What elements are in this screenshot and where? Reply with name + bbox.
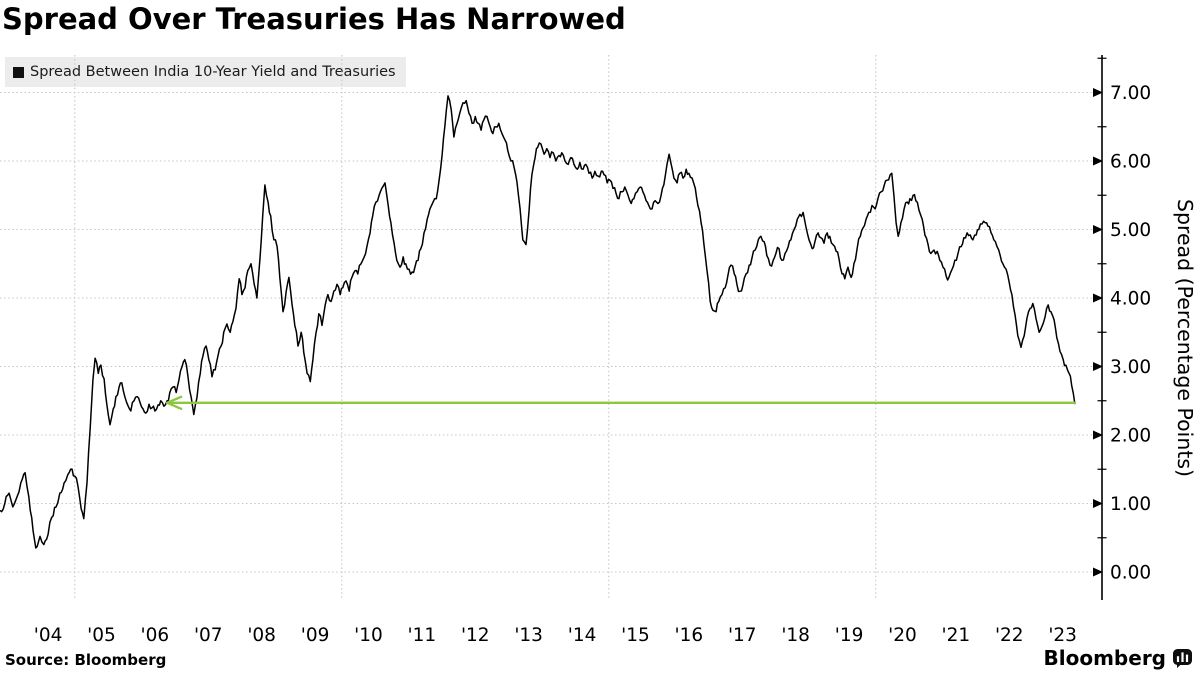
x-tick-label: '10 [354,625,383,646]
x-tick-label: '12 [461,625,490,646]
x-tick-label: '08 [247,625,276,646]
y-tick-label: 2.00 [1110,426,1151,447]
x-tick-label: '13 [514,625,543,646]
y-tick-label: 0.00 [1110,563,1151,584]
x-tick-label: '22 [995,625,1024,646]
y-tick-label: 3.00 [1110,357,1151,378]
x-tick-label: '05 [87,625,116,646]
bloomberg-wordmark: Bloomberg [1043,646,1166,670]
y-tick-label: 5.00 [1110,220,1151,241]
x-tick-label: '20 [888,625,917,646]
y-tick-label: 1.00 [1110,494,1151,515]
bloomberg-logo: Bloomberg [1044,646,1192,670]
y-tick-label: 4.00 [1110,289,1151,310]
source-note: Source: Bloomberg [5,651,167,669]
legend-swatch-icon [13,66,24,78]
y-tick-label: 7.00 [1110,83,1151,104]
legend-label: Spread Between India 10-Year Yield and T… [30,64,396,80]
trend-arrow [165,395,1077,411]
x-tick-label: '17 [728,625,757,646]
bloomberg-terminal-icon [1173,648,1192,668]
legend: Spread Between India 10-Year Yield and T… [5,57,406,87]
x-tick-label: '16 [675,625,704,646]
chart-title: Spread Over Treasuries Has Narrowed [2,2,626,36]
x-tick-labels: '04 '05 '06 '07 '08 '09 '10 '11 '12 '13 '14 '15 '16 '… [34,625,1077,646]
x-tick-label: '18 [781,625,810,646]
x-tick-label: '15 [621,625,650,646]
x-tick-label: '21 [942,625,971,646]
x-tick-label: '23 [1048,625,1077,646]
y-axis [1093,55,1107,600]
x-tick-label: '06 [141,625,170,646]
x-tick-label: '04 [34,625,63,646]
y-tick-labels: 7.00 6.00 5.00 4.00 3.00 2.00 1.00 0.00 [1110,83,1151,584]
x-tick-label: '14 [568,625,597,646]
y-tick-label: 6.00 [1110,152,1151,173]
x-tick-label: '07 [194,625,223,646]
gridlines [0,55,1102,600]
x-tick-label: '09 [301,625,330,646]
x-tick-label: '19 [835,625,864,646]
x-tick-label: '11 [408,625,437,646]
y-axis-title: Spread (Percentage Points) [1173,199,1197,477]
series-line [0,95,1076,549]
